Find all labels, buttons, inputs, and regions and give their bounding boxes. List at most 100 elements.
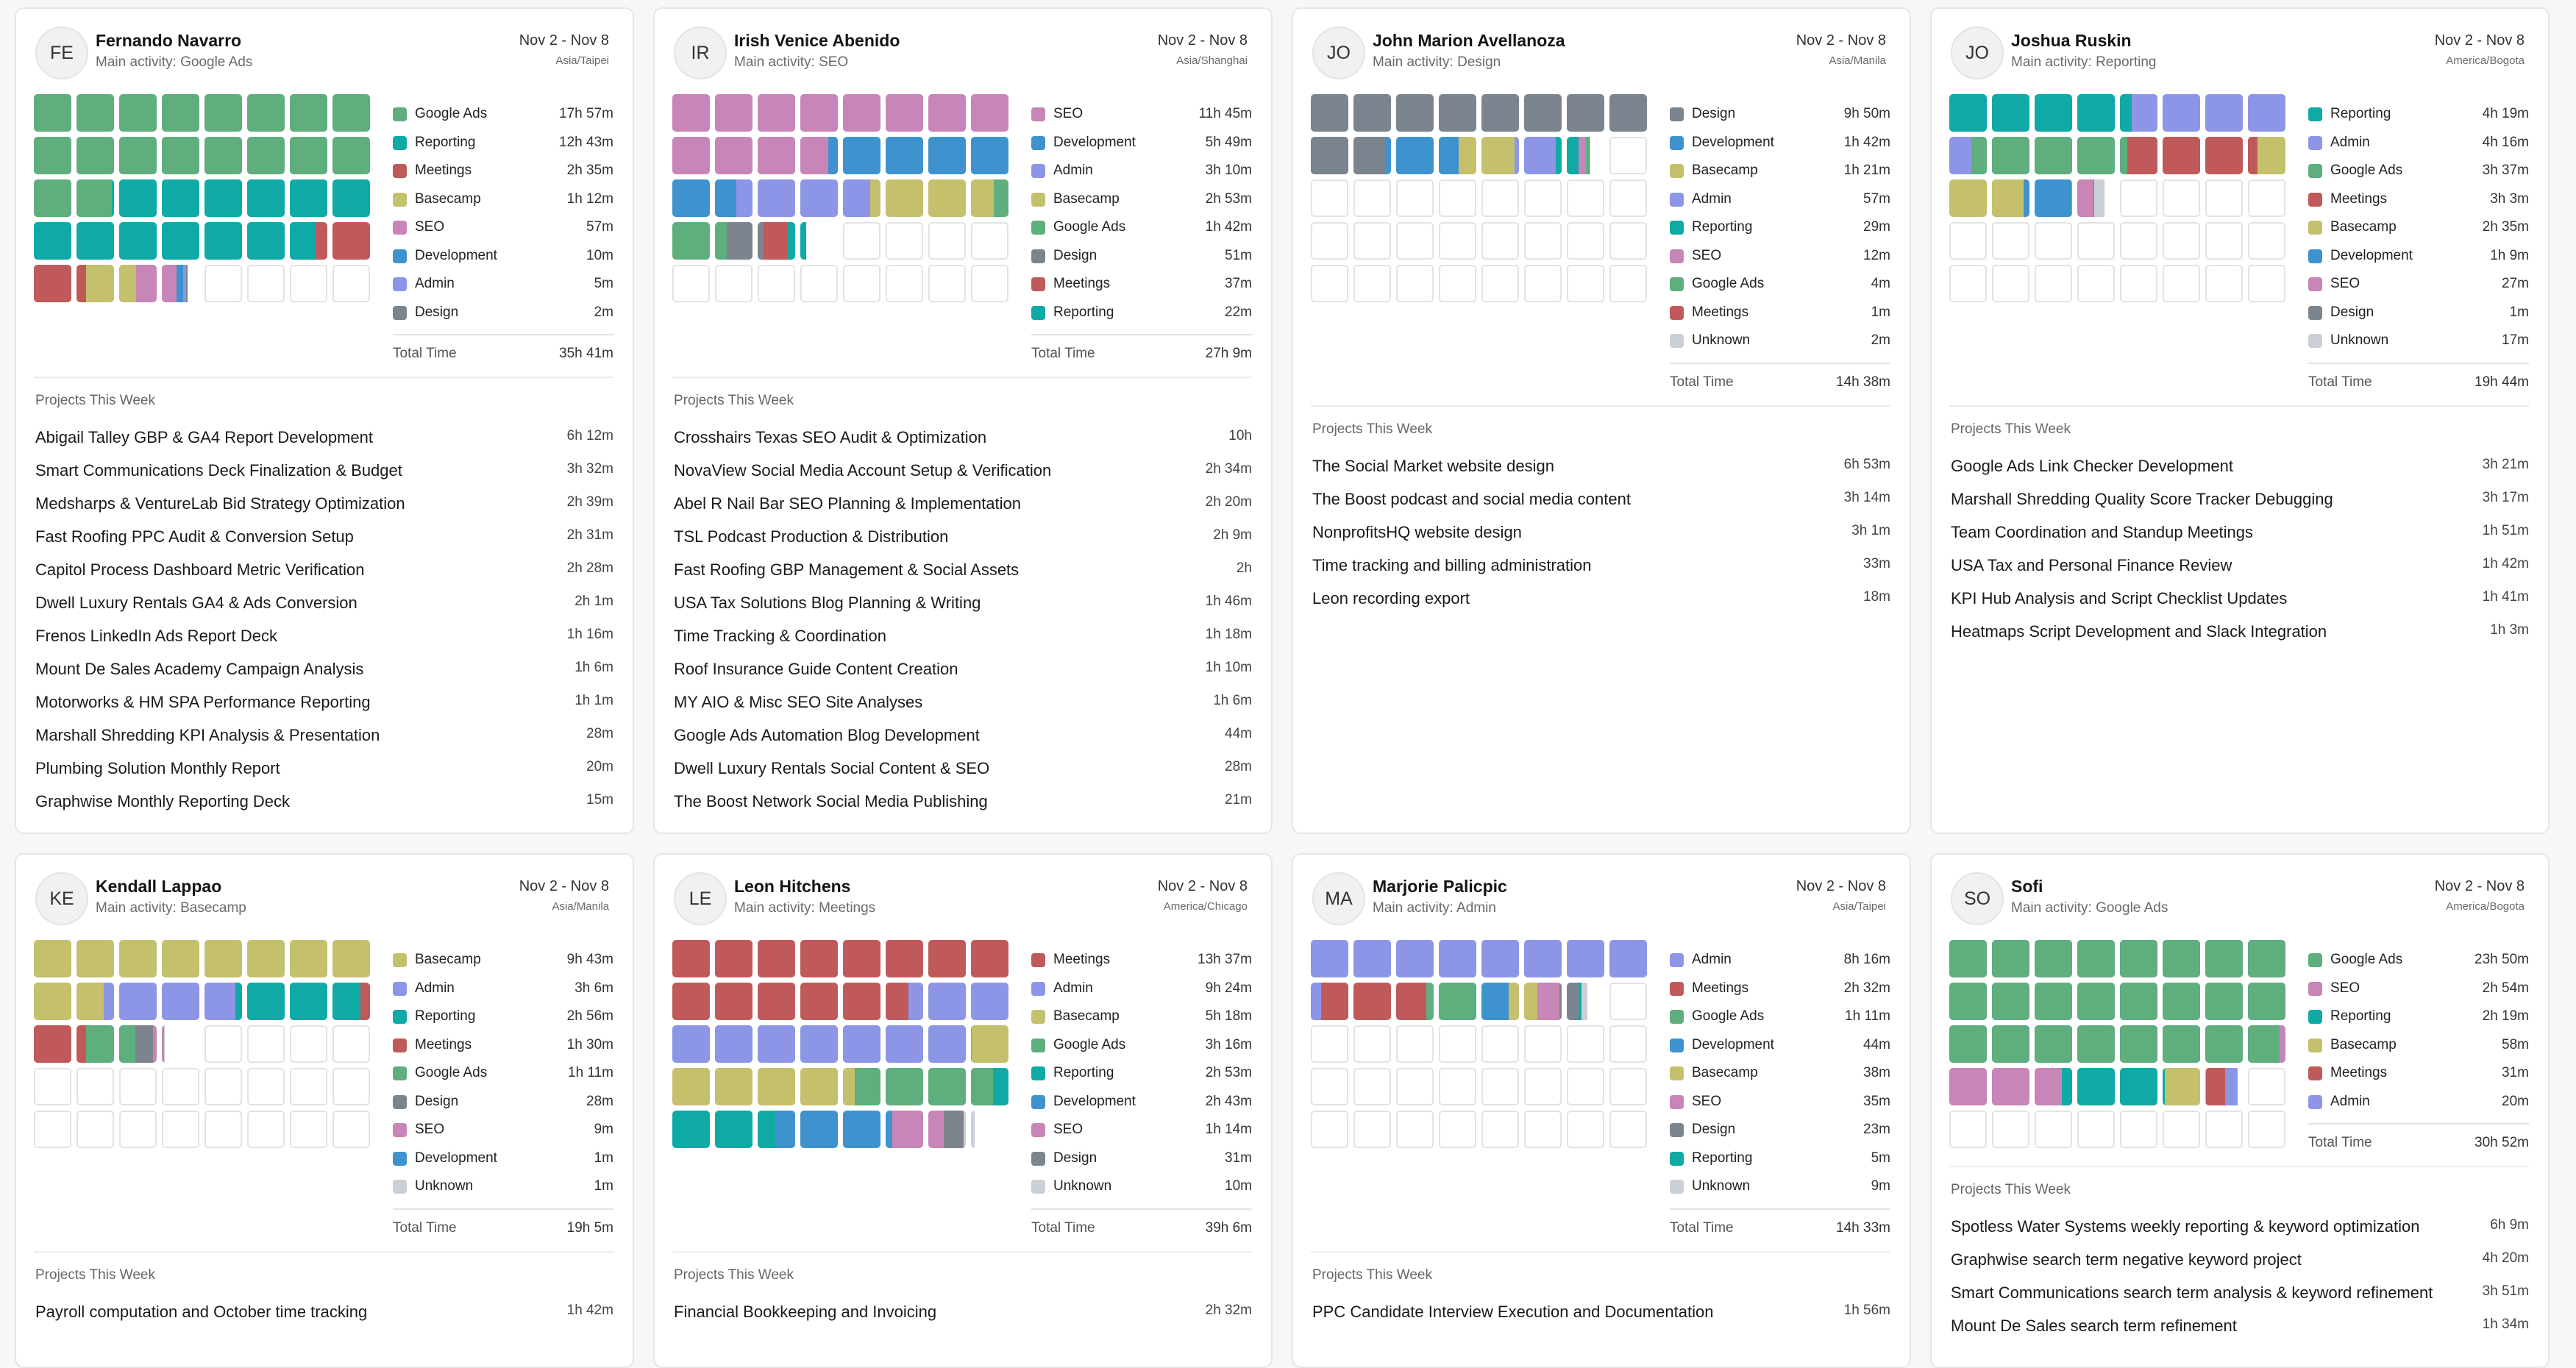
hour-block[interactable] bbox=[204, 179, 242, 217]
hour-block[interactable] bbox=[800, 1068, 838, 1105]
hour-block[interactable] bbox=[758, 179, 795, 217]
project-row[interactable]: Mount De Sales search term refinement 1h … bbox=[1951, 1317, 2529, 1350]
hour-block[interactable] bbox=[1992, 94, 2029, 132]
hour-block[interactable] bbox=[1396, 94, 1434, 132]
project-row[interactable]: Abigail Talley GBP & GA4 Report Developm… bbox=[35, 428, 613, 461]
hour-block[interactable] bbox=[672, 1025, 710, 1063]
hour-block[interactable] bbox=[2035, 983, 2072, 1020]
project-row[interactable]: Dwell Luxury Rentals Social Content & SE… bbox=[674, 759, 1252, 792]
legend-item-unknown[interactable]: Unknown 9m bbox=[1670, 1177, 1890, 1205]
legend-item-development[interactable]: Development 5h 49m bbox=[1031, 133, 1252, 162]
hour-block[interactable] bbox=[928, 179, 966, 217]
hour-block[interactable] bbox=[886, 940, 923, 977]
hour-block[interactable] bbox=[119, 222, 157, 260]
hour-block[interactable] bbox=[800, 222, 838, 260]
hour-block[interactable] bbox=[886, 1068, 923, 1105]
hour-block[interactable] bbox=[971, 983, 1008, 1020]
hour-block[interactable] bbox=[672, 1068, 710, 1105]
legend-item-design[interactable]: Design 1m bbox=[2308, 303, 2529, 332]
hour-block[interactable] bbox=[843, 94, 880, 132]
legend-item-meetings[interactable]: Meetings 37m bbox=[1031, 274, 1252, 303]
hour-block[interactable] bbox=[2035, 940, 2072, 977]
hour-block[interactable] bbox=[843, 1111, 880, 1148]
hour-block[interactable] bbox=[77, 179, 114, 217]
avatar[interactable]: FE bbox=[35, 26, 88, 79]
legend-item-unknown[interactable]: Unknown 17m bbox=[2308, 331, 2529, 360]
project-row[interactable]: Fast Roofing GBP Management & Social Ass… bbox=[674, 560, 1252, 594]
hour-block[interactable] bbox=[1949, 1025, 1987, 1063]
legend-item-development[interactable]: Development 2h 43m bbox=[1031, 1092, 1252, 1121]
project-row[interactable]: USA Tax Solutions Blog Planning & Writin… bbox=[674, 594, 1252, 627]
hour-block[interactable] bbox=[715, 1111, 752, 1148]
person-name[interactable]: Marjorie Palicpic bbox=[1373, 877, 1507, 896]
legend-item-admin[interactable]: Admin 5m bbox=[393, 274, 613, 303]
legend-item-design[interactable]: Design 31m bbox=[1031, 1149, 1252, 1178]
hour-block[interactable] bbox=[715, 179, 752, 217]
hour-block[interactable] bbox=[1481, 137, 1519, 174]
hour-block[interactable] bbox=[1609, 940, 1647, 977]
avatar[interactable]: JO bbox=[1312, 26, 1365, 79]
project-row[interactable]: Graphwise Monthly Reporting Deck 15m bbox=[35, 792, 613, 825]
legend-item-design[interactable]: Design 28m bbox=[393, 1092, 613, 1121]
hour-block[interactable] bbox=[119, 94, 157, 132]
legend-item-google-ads[interactable]: Google Ads 3h 37m bbox=[2308, 161, 2529, 190]
hour-block[interactable] bbox=[1396, 940, 1434, 977]
hour-block[interactable] bbox=[2035, 94, 2072, 132]
hour-block[interactable] bbox=[886, 1025, 923, 1063]
project-row[interactable]: KPI Hub Analysis and Script Checklist Up… bbox=[1951, 589, 2529, 622]
hour-block[interactable] bbox=[332, 137, 370, 174]
hour-block[interactable] bbox=[2163, 1025, 2200, 1063]
legend-item-google-ads[interactable]: Google Ads 1h 11m bbox=[393, 1064, 613, 1092]
legend-item-admin[interactable]: Admin 9h 24m bbox=[1031, 979, 1252, 1008]
hour-block[interactable] bbox=[1353, 940, 1391, 977]
hour-block[interactable] bbox=[204, 940, 242, 977]
hour-block[interactable] bbox=[758, 94, 795, 132]
hour-block[interactable] bbox=[34, 983, 71, 1020]
hour-block[interactable] bbox=[2120, 983, 2157, 1020]
hour-block[interactable] bbox=[971, 179, 1008, 217]
hour-block[interactable] bbox=[1992, 1068, 2029, 1105]
hour-block[interactable] bbox=[1311, 137, 1348, 174]
hour-block[interactable] bbox=[1439, 940, 1476, 977]
hour-block[interactable] bbox=[204, 137, 242, 174]
avatar[interactable]: JO bbox=[1951, 26, 2004, 79]
project-row[interactable]: Graphwise search term negative keyword p… bbox=[1951, 1250, 2529, 1283]
hour-block[interactable] bbox=[1524, 137, 1562, 174]
legend-item-admin[interactable]: Admin 57m bbox=[1670, 190, 1890, 218]
hour-block[interactable] bbox=[34, 222, 71, 260]
hour-block[interactable] bbox=[928, 137, 966, 174]
hour-block[interactable] bbox=[77, 222, 114, 260]
project-row[interactable]: MY AIO & Misc SEO Site Analyses 1h 6m bbox=[674, 693, 1252, 726]
hour-block[interactable] bbox=[1949, 1068, 1987, 1105]
hour-block[interactable] bbox=[2120, 940, 2157, 977]
hour-block[interactable] bbox=[162, 1025, 199, 1063]
project-row[interactable]: NovaView Social Media Account Setup & Ve… bbox=[674, 461, 1252, 494]
project-row[interactable]: Capitol Process Dashboard Metric Verific… bbox=[35, 560, 613, 594]
hour-block[interactable] bbox=[2205, 94, 2243, 132]
hour-block[interactable] bbox=[204, 222, 242, 260]
hour-block[interactable] bbox=[247, 940, 285, 977]
hour-block[interactable] bbox=[1524, 983, 1562, 1020]
hour-block[interactable] bbox=[119, 940, 157, 977]
project-row[interactable]: Abel R Nail Bar SEO Planning & Implement… bbox=[674, 494, 1252, 527]
legend-item-basecamp[interactable]: Basecamp 38m bbox=[1670, 1064, 1890, 1092]
legend-item-development[interactable]: Development 10m bbox=[393, 246, 613, 275]
hour-block[interactable] bbox=[2205, 137, 2243, 174]
legend-item-unknown[interactable]: Unknown 2m bbox=[1670, 331, 1890, 360]
legend-item-design[interactable]: Design 23m bbox=[1670, 1120, 1890, 1149]
legend-item-seo[interactable]: SEO 57m bbox=[393, 218, 613, 246]
hour-block[interactable] bbox=[715, 1068, 752, 1105]
hour-block[interactable] bbox=[2205, 1068, 2243, 1105]
hour-block[interactable] bbox=[2163, 94, 2200, 132]
hour-block[interactable] bbox=[1992, 1025, 2029, 1063]
hour-block[interactable] bbox=[162, 222, 199, 260]
hour-block[interactable] bbox=[1949, 179, 1987, 217]
legend-item-reporting[interactable]: Reporting 2h 56m bbox=[393, 1007, 613, 1036]
hour-block[interactable] bbox=[2035, 1025, 2072, 1063]
legend-item-seo[interactable]: SEO 35m bbox=[1670, 1092, 1890, 1121]
hour-block[interactable] bbox=[1439, 983, 1476, 1020]
hour-block[interactable] bbox=[715, 222, 752, 260]
hour-block[interactable] bbox=[332, 179, 370, 217]
legend-item-reporting[interactable]: Reporting 5m bbox=[1670, 1149, 1890, 1178]
hour-block[interactable] bbox=[2248, 94, 2285, 132]
